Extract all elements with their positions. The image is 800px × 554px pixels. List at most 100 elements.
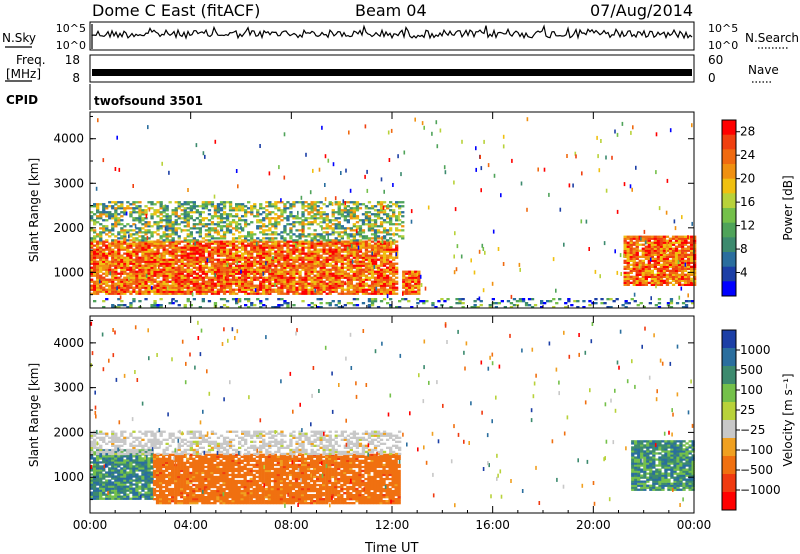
power-cell <box>355 288 360 291</box>
power-cell <box>138 258 142 261</box>
power-cell <box>141 219 145 222</box>
power-cell <box>201 244 205 247</box>
power-cell <box>117 205 121 208</box>
power-cell <box>665 261 670 264</box>
power-cell <box>390 128 393 133</box>
power-cell <box>382 284 387 287</box>
power-cell <box>225 270 230 273</box>
power-cell <box>677 259 682 262</box>
power-cell <box>250 292 254 295</box>
power-cell <box>162 290 166 293</box>
power-cell <box>681 306 686 309</box>
power-cell <box>367 215 372 218</box>
power-cell <box>641 255 645 258</box>
power-cell <box>355 239 360 242</box>
power-cell <box>168 266 172 269</box>
power-cell <box>301 207 305 210</box>
power-cell <box>150 203 154 206</box>
power-cell <box>159 292 163 295</box>
power-cell <box>138 248 142 251</box>
power-cell <box>207 235 212 238</box>
power-cell <box>286 304 290 307</box>
power-cell <box>304 223 308 226</box>
power-cell <box>629 247 633 250</box>
velocity-cell <box>93 475 97 478</box>
power-cell <box>322 276 326 279</box>
nsky-line <box>91 24 693 40</box>
power-cell <box>677 257 682 260</box>
power-cell <box>367 254 372 257</box>
power-cell <box>677 279 682 282</box>
power-cell <box>274 258 278 261</box>
power-cell <box>216 262 221 265</box>
power-cell <box>358 231 363 234</box>
power-cell <box>364 207 369 210</box>
power-cell <box>623 243 627 246</box>
power-cell <box>334 225 338 228</box>
power-cell <box>674 251 679 254</box>
power-cell <box>313 292 317 295</box>
power-cell <box>334 237 338 240</box>
velocity-cell <box>111 497 115 500</box>
power-cell <box>222 240 227 243</box>
power-cell <box>286 258 290 261</box>
power-cell <box>313 209 317 212</box>
power-cell <box>668 261 673 264</box>
power-cell <box>162 284 166 287</box>
power-cell <box>307 227 311 230</box>
power-cell <box>307 221 311 224</box>
power-cell <box>238 223 242 226</box>
power-cell <box>198 278 202 281</box>
power-cell <box>408 274 412 277</box>
power-cell <box>117 282 121 285</box>
power-cell <box>680 271 685 274</box>
power-cell <box>135 227 139 230</box>
power-cell <box>96 272 100 275</box>
power-cell <box>280 240 284 243</box>
power-cell <box>244 268 248 271</box>
power-colorbar-segment <box>722 222 736 238</box>
power-cell <box>295 217 299 220</box>
power-cell <box>93 280 97 283</box>
velocity-cell <box>108 461 112 464</box>
power-cell <box>358 246 363 249</box>
power-cell <box>298 288 302 291</box>
power-cell <box>159 304 163 307</box>
power-cell <box>225 290 230 293</box>
power-cell <box>307 290 311 293</box>
power-cell <box>238 246 242 249</box>
power-cell <box>250 213 254 216</box>
power-cell <box>352 254 356 257</box>
power-cell <box>129 242 133 245</box>
power-cell <box>626 249 630 252</box>
power-cell <box>105 254 109 257</box>
power-cell <box>361 262 366 265</box>
power-cell <box>216 276 221 279</box>
power-cell <box>165 250 169 253</box>
power-cell <box>222 201 227 204</box>
power-cell <box>135 276 139 279</box>
power-cell <box>241 270 245 273</box>
velocity-cell <box>105 495 109 498</box>
power-cell <box>256 244 260 247</box>
power-cell <box>295 288 299 291</box>
power-cell <box>138 280 142 283</box>
power-cell <box>114 260 118 263</box>
power-cell <box>629 263 633 266</box>
power-cell <box>398 219 402 222</box>
power-cell <box>129 213 133 216</box>
power-cell <box>343 205 347 208</box>
power-cell <box>204 282 209 285</box>
power-cell <box>238 306 242 309</box>
power-cell <box>120 244 124 247</box>
power-cell <box>370 223 375 226</box>
power-colorbar-segment <box>722 281 736 297</box>
power-cell <box>225 268 230 271</box>
power-cell <box>102 286 106 289</box>
power-cell <box>162 278 166 281</box>
power-cell <box>210 203 215 206</box>
power-cell <box>674 253 679 256</box>
power-colorbar-segment <box>722 178 736 194</box>
velocity-cell <box>99 457 103 460</box>
power-cell <box>638 273 642 276</box>
